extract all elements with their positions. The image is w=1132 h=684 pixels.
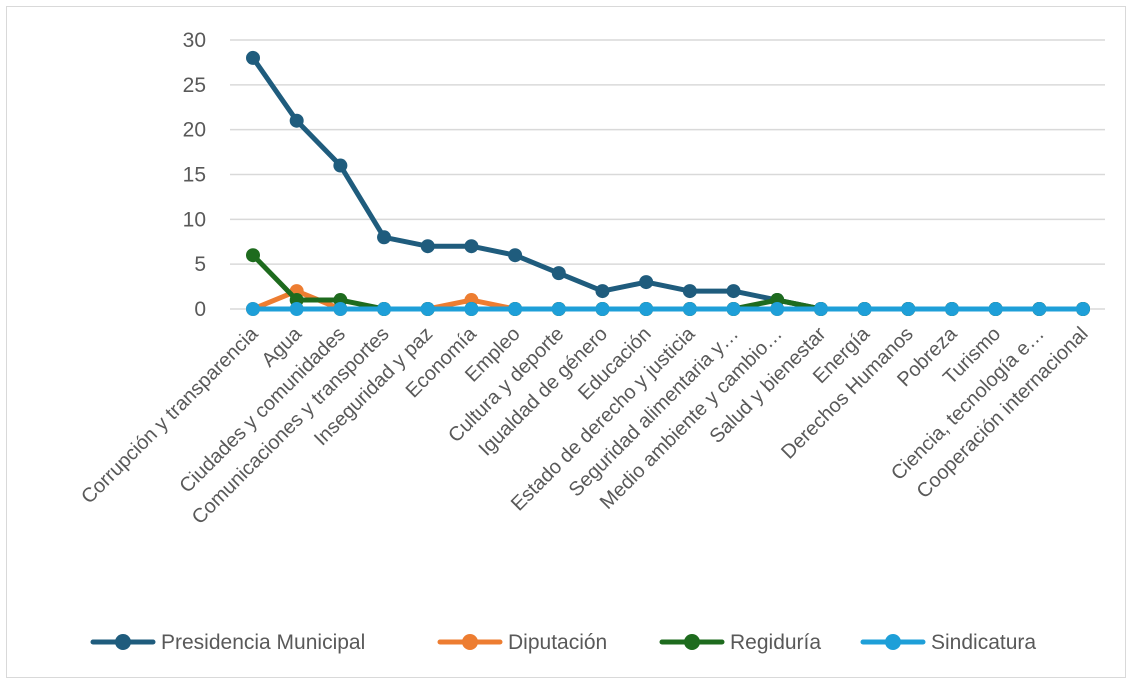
data-point [726,302,741,316]
legend-swatch-marker [115,634,131,650]
y-tick-label: 30 [183,29,206,52]
data-point [726,284,741,299]
data-point [246,50,260,65]
series-sindicatura [246,302,1090,316]
legend-label: Presidencia Municipal [161,631,365,654]
data-point [988,302,1003,316]
data-point [770,302,785,316]
data-point [377,230,392,245]
chart-area [6,6,1126,678]
y-tick-label: 25 [183,74,206,97]
data-point [639,302,654,316]
data-point [639,275,654,290]
data-point [1076,302,1090,316]
y-tick-label: 15 [183,164,206,187]
legend-swatch-marker [462,634,478,650]
data-point [289,113,304,128]
data-point [857,302,872,316]
data-point [595,284,610,299]
data-point [813,302,828,316]
data-point [246,248,260,263]
legend-item-presidencia-municipal: Presidencia Municipal [90,631,365,654]
legend-item-sindicatura: Sindicatura [860,631,1036,654]
data-point [944,302,959,316]
data-point [289,302,304,316]
series-group [246,50,1090,316]
data-point [682,302,697,316]
data-point [551,266,566,281]
data-point [420,302,435,316]
series-presidencia-municipal [246,50,1090,316]
data-point [464,302,479,316]
data-point [508,302,523,316]
y-axis-ticks: 0 5 10 15 20 25 30 [183,29,206,321]
data-point [333,302,348,316]
data-point [246,302,260,316]
legend-swatch-marker [885,634,901,650]
data-point [595,302,610,316]
y-tick-label: 20 [183,119,206,142]
data-point [682,284,697,299]
legend-label: Diputación [508,631,607,654]
data-point [464,239,479,254]
data-point [551,302,566,316]
legend: Presidencia Municipal Diputación Regiduría… [90,631,1036,654]
series-line [250,55,1086,312]
gridlines [230,39,1105,310]
data-point [508,248,523,263]
data-point [901,302,916,316]
legend-item-diputacion: Diputación [437,631,607,654]
data-point [333,158,348,173]
y-tick-label: 5 [194,253,206,276]
x-tick-label: Ciudades y comunidades [176,323,350,497]
legend-item-regiduria: Regiduría [659,631,821,654]
data-point [420,239,435,254]
y-tick-label: 0 [194,298,206,321]
series-regiduria [246,248,1090,316]
legend-label: Regiduría [730,631,821,654]
data-point [377,302,392,316]
legend-swatch-marker [684,634,700,650]
y-tick-label: 10 [183,208,206,231]
data-point [1032,302,1047,316]
legend-label: Sindicatura [931,631,1036,654]
series-line [250,252,1086,312]
